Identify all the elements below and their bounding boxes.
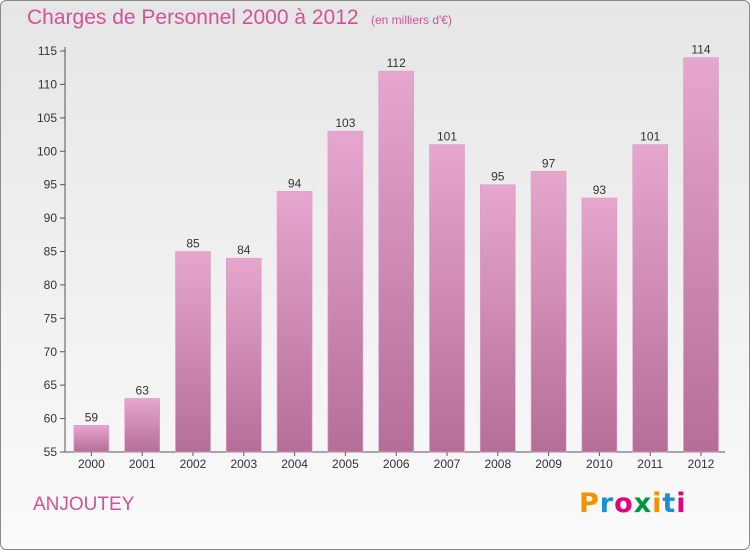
value-label-2003: 84 [237, 243, 251, 257]
bar-2003[interactable] [226, 257, 262, 453]
bar-2000[interactable] [73, 424, 110, 453]
x-tick-label-2001: 2001 [129, 457, 156, 471]
x-tick-label-2009: 2009 [535, 457, 562, 471]
value-label-2005: 103 [335, 116, 355, 130]
commune-name: ANJOUTEY [33, 494, 135, 515]
y-tick-label: 60 [44, 412, 58, 426]
value-label-2007: 101 [437, 130, 457, 144]
proxiti-logo[interactable]: Proxiti [579, 488, 699, 528]
y-tick-label: 80 [44, 278, 58, 292]
value-label-2002: 85 [186, 237, 200, 251]
bar-2005[interactable] [327, 130, 364, 453]
value-label-2000: 59 [85, 410, 99, 424]
logo-letter: i [652, 488, 663, 519]
bars: 59 63 85 84 94 103 112 101 95 97 93 101 114 [73, 43, 719, 453]
x-tick-label-2006: 2006 [383, 457, 410, 471]
value-label-2011: 101 [640, 130, 660, 144]
value-label-2009: 97 [542, 156, 556, 170]
logo-letter: t [662, 488, 677, 519]
x-tick-label-2008: 2008 [484, 457, 511, 471]
value-label-2012: 114 [691, 43, 710, 57]
logo-letter: i [676, 488, 687, 519]
x-tick-label-2007: 2007 [434, 457, 461, 471]
x-tick-label-2011: 2011 [637, 457, 663, 471]
x-tick-label-2004: 2004 [281, 457, 308, 471]
x-tick-label-2002: 2002 [180, 457, 207, 471]
bar-2007[interactable] [429, 144, 465, 453]
bar-2011[interactable] [632, 144, 669, 453]
x-tick-label-2003: 2003 [230, 457, 257, 471]
x-axis: 2000 2001 2002 2003 2004 2005 2006 2007 2008 2009… [65, 451, 725, 471]
bar-2002[interactable] [175, 251, 211, 453]
logo-letter: P [579, 488, 600, 519]
bar-2001[interactable] [124, 398, 160, 453]
y-tick-label: 75 [44, 311, 58, 325]
y-tick-label: 100 [37, 144, 57, 158]
value-label-2006: 112 [387, 56, 406, 70]
y-tick-label: 70 [44, 345, 58, 359]
logo-letter: r [599, 488, 615, 519]
chart-subtitle: (en milliers d'€) [371, 13, 452, 27]
logo-letter: x [633, 488, 653, 519]
x-tick-label-2005: 2005 [332, 457, 359, 471]
y-tick-label: 65 [44, 378, 58, 392]
bar-2012[interactable] [683, 57, 719, 453]
x-tick-label-2000: 2000 [78, 457, 105, 471]
y-tick-label: 55 [44, 445, 58, 459]
value-label-2004: 94 [288, 176, 302, 190]
chart-title: Charges de Personnel 2000 à 2012 [27, 6, 359, 29]
y-tick-label: 85 [44, 245, 58, 259]
y-tick-label: 90 [44, 211, 58, 225]
y-tick-label: 110 [38, 77, 57, 91]
bar-2008[interactable] [479, 184, 516, 453]
bar-2006[interactable] [378, 70, 415, 453]
x-tick-label-2012: 2012 [688, 457, 715, 471]
value-label-2010: 93 [593, 183, 607, 197]
bar-2010[interactable] [581, 197, 618, 453]
bar-2009[interactable] [530, 171, 567, 453]
y-tick-label: 115 [38, 44, 57, 58]
bar-2004[interactable] [276, 191, 313, 453]
x-tick-label-2010: 2010 [586, 457, 613, 471]
y-tick-label: 95 [44, 178, 58, 192]
y-axis: 55 60 65 70 75 80 85 90 95 100 105 110 115 [37, 44, 66, 459]
value-label-2008: 95 [491, 170, 505, 184]
value-label-2001: 63 [136, 384, 150, 398]
y-tick-label: 105 [37, 111, 57, 125]
logo-letter: o [614, 488, 634, 519]
